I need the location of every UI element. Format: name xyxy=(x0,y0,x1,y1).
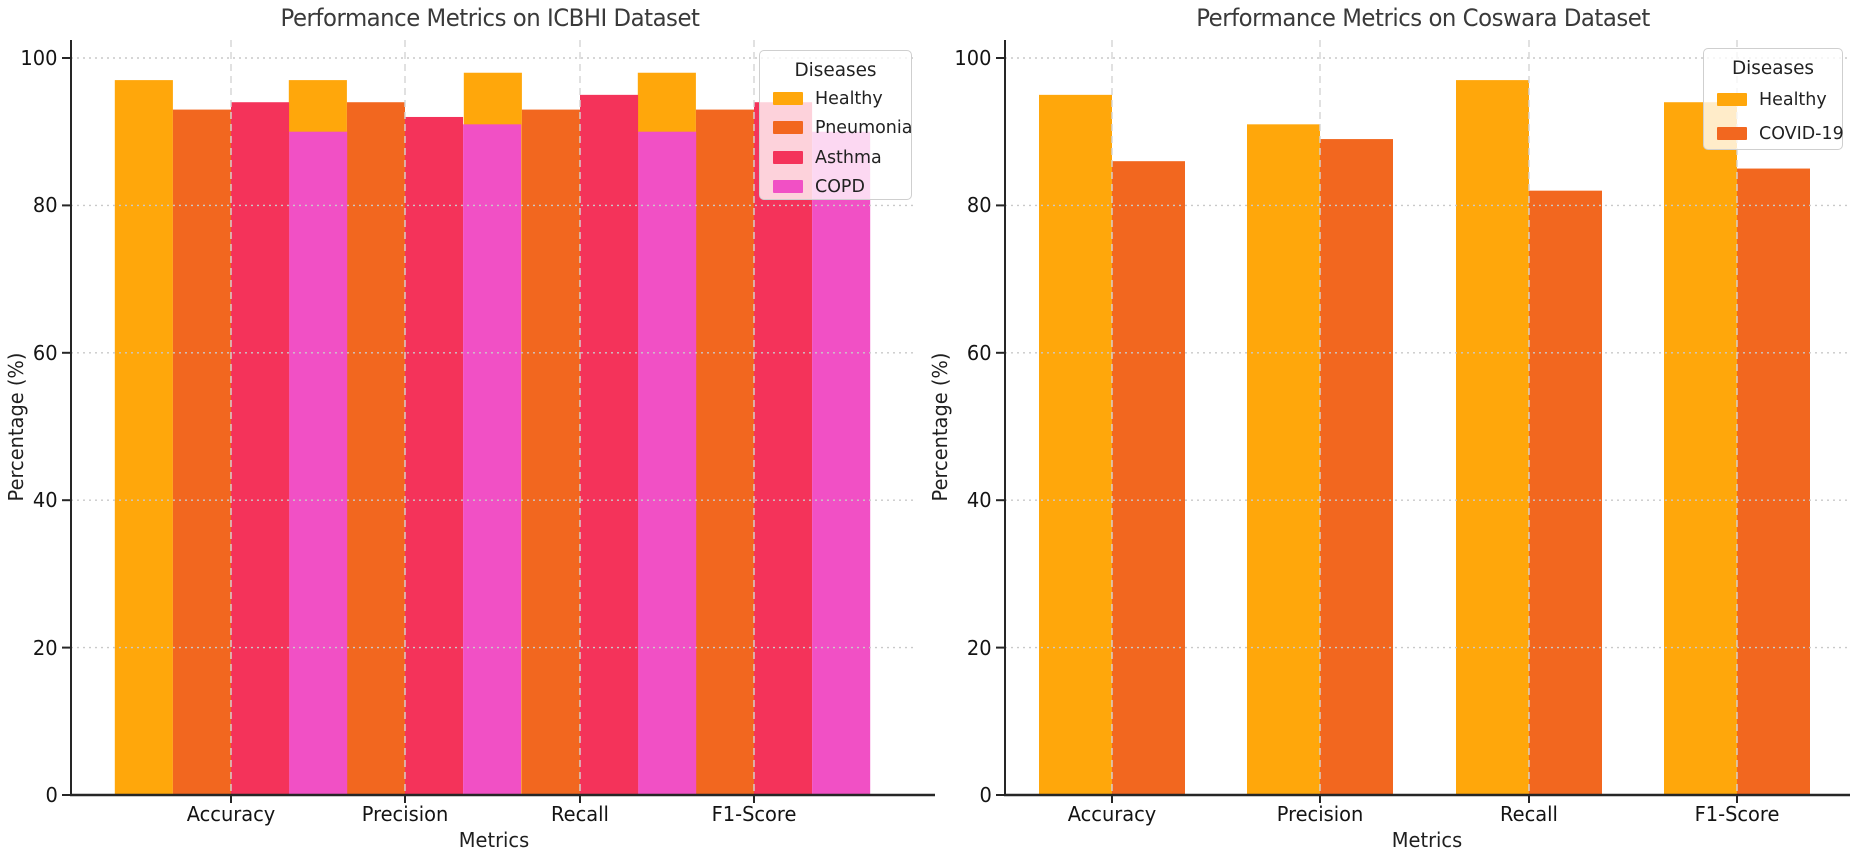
bar-left-pneumonia-precision xyxy=(346,102,405,796)
left-x-axis-label: Metrics xyxy=(458,828,530,852)
left-legend-label-copd: COPD xyxy=(815,175,865,197)
right-x-axis-label: Metrics xyxy=(1391,828,1463,852)
bar-right-healthy-recall xyxy=(1456,80,1529,796)
left-legend-item-asthma: Asthma xyxy=(760,143,911,172)
copd-swatch-icon xyxy=(773,179,803,193)
bar-right-covid19-recall xyxy=(1529,190,1602,795)
bar-left-asthma-f1score xyxy=(754,102,813,796)
pneumonia-swatch-icon xyxy=(773,121,803,135)
right-y-tick-label-0: 0 xyxy=(979,783,992,807)
left-x-tick-label-recall: Recall xyxy=(551,802,609,826)
left-x-tick-label-f1score: F1-Score xyxy=(711,802,797,826)
right-legend-item-healthy: Healthy xyxy=(1704,82,1842,117)
right-y-tick-label-60: 60 xyxy=(966,340,992,365)
left-chart-title: Performance Metrics on ICBHI Dataset xyxy=(280,4,700,32)
bar-left-asthma-accuracy xyxy=(231,102,290,796)
right-legend-item-covid19: COVID-19 xyxy=(1704,117,1844,152)
right-legend-label-covid19: COVID-19 xyxy=(1759,123,1844,145)
left-legend-item-healthy: Healthy xyxy=(760,84,911,113)
left-y-tick-label-0: 0 xyxy=(45,783,58,807)
bar-left-copd-accuracy xyxy=(289,131,348,795)
right-y-tick-label-20: 20 xyxy=(966,635,992,660)
left-legend: Diseases Healthy Pneumonia Asthma COPD xyxy=(759,50,912,200)
left-y-axis-label: Percentage (%) xyxy=(4,352,28,502)
left-y-tick-label-60: 60 xyxy=(32,340,58,365)
bar-right-healthy-precision xyxy=(1247,124,1320,795)
left-legend-title: Diseases xyxy=(794,59,877,81)
bar-left-copd-recall xyxy=(638,131,697,795)
right-legend: Diseases Healthy COVID-19 xyxy=(1703,48,1844,152)
bar-left-asthma-recall xyxy=(580,94,639,796)
bar-left-pneumonia-f1score xyxy=(695,109,754,796)
bar-left-asthma-precision xyxy=(405,116,464,795)
bar-left-pneumonia-accuracy xyxy=(172,109,231,796)
bar-right-healthy-accuracy xyxy=(1039,94,1112,796)
left-legend-label-healthy: Healthy xyxy=(815,88,883,110)
bar-right-healthy-f1score xyxy=(1664,102,1737,796)
left-y-tick-label-20: 20 xyxy=(32,635,58,660)
right-y-tick-label-80: 80 xyxy=(966,193,992,218)
left-x-tick-label-accuracy: Accuracy xyxy=(186,802,276,826)
bar-left-pneumonia-recall xyxy=(521,109,580,796)
left-y-tick-label-80: 80 xyxy=(32,193,58,218)
right-chart-title: Performance Metrics on Coswara Dataset xyxy=(1196,4,1650,32)
left-legend-item-pneumonia: Pneumonia xyxy=(760,113,913,142)
healthy-swatch-icon xyxy=(773,92,803,106)
bar-right-covid19-precision xyxy=(1320,139,1393,795)
right-legend-title: Diseases xyxy=(1731,57,1815,79)
left-y-tick-label-100: 100 xyxy=(20,46,58,70)
right-x-tick-label-accuracy: Accuracy xyxy=(1067,802,1157,826)
right-x-tick-label-f1score: F1-Score xyxy=(1694,802,1780,826)
right-y-tick-label-100: 100 xyxy=(954,46,992,70)
left-y-tick-label-40: 40 xyxy=(32,488,58,513)
bar-left-copd-f1score xyxy=(812,131,871,795)
bar-right-covid19-f1score xyxy=(1737,168,1810,796)
left-legend-label-asthma: Asthma xyxy=(815,146,882,168)
left-x-tick-label-precision: Precision xyxy=(361,802,449,826)
bar-right-covid19-accuracy xyxy=(1112,161,1185,795)
covid19-swatch-icon xyxy=(1717,127,1747,141)
right-x-tick-label-precision: Precision xyxy=(1276,802,1364,826)
left-legend-item-copd: COPD xyxy=(760,172,911,201)
bar-left-healthy-accuracy xyxy=(114,80,173,796)
bar-left-copd-precision xyxy=(463,124,522,795)
healthy-swatch-icon xyxy=(1717,92,1747,106)
asthma-swatch-icon xyxy=(773,150,803,164)
right-y-tick-label-40: 40 xyxy=(966,488,992,513)
left-legend-label-pneumonia: Pneumonia xyxy=(815,117,913,139)
right-legend-label-healthy: Healthy xyxy=(1759,88,1827,110)
right-x-tick-label-recall: Recall xyxy=(1500,802,1558,826)
right-y-axis-label: Percentage (%) xyxy=(928,352,952,502)
